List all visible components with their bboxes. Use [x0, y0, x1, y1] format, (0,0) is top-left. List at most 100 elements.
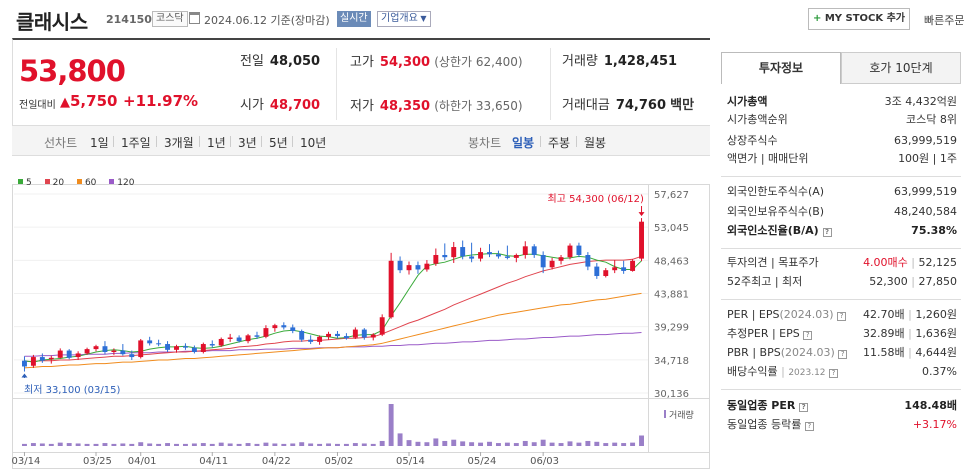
- candle-body: [120, 350, 126, 355]
- chart-canvas[interactable]: 57,627 53,045 48,463 43,881 39,299 34,718 30,1…: [11, 156, 710, 470]
- ma5-line: [24, 253, 642, 363]
- candle-body: [558, 257, 564, 261]
- price-box: 53,800 전일대비 ▲5,750 +11.97%: [12, 38, 220, 126]
- stat-low: 저가 48,350 (하한가 33,650): [350, 84, 523, 128]
- candle-body: [218, 338, 224, 346]
- candle-body: [254, 335, 260, 337]
- period-1w[interactable]: 1주일: [121, 136, 151, 150]
- row-opinion: 투자의견 | 목표주가 4.00매수 | 52,125: [727, 254, 957, 272]
- tab-investment-info[interactable]: 투자정보: [721, 52, 841, 84]
- volume-bar: [442, 440, 448, 446]
- tab-order-book[interactable]: 호가 10단계: [841, 52, 961, 84]
- row-per: PER | EPS(2024.03) ? 42.70배 | 1,260원: [727, 306, 957, 324]
- candle-body: [451, 247, 457, 258]
- pbr-date: (2024.03): [780, 346, 835, 359]
- quick-order-link[interactable]: 빠른주문: [924, 14, 965, 27]
- est-per-text: 추정PER | EPS: [727, 327, 800, 340]
- period-1d[interactable]: 1일: [90, 136, 109, 150]
- stat-open-label: 시가: [240, 98, 264, 113]
- panel-divider: [721, 299, 961, 300]
- candle-body: [281, 325, 287, 328]
- candle-body: [263, 328, 269, 337]
- plus-icon: +: [812, 13, 825, 24]
- period-5y[interactable]: 5년: [269, 136, 288, 150]
- candle-body: [22, 360, 27, 367]
- x-tick-label: 04/22: [262, 456, 291, 467]
- volume-bar: [361, 443, 367, 446]
- per-values: 42.70배 | 1,260원: [863, 306, 957, 324]
- ma20-line: [24, 255, 642, 362]
- foreign-limit-label: 외국인한도주식수(A): [727, 185, 825, 198]
- industry-per-label: 동일업종 PER ?: [727, 397, 809, 415]
- per-label: PER | EPS(2024.03) ?: [727, 306, 847, 324]
- volume-bar: [156, 443, 162, 446]
- stat-lower-limit-value: 하한가 33,650: [438, 99, 518, 113]
- volume-bar: [290, 443, 296, 446]
- stat-prev-value: 48,050: [269, 54, 321, 69]
- row-foreign-holding: 외국인보유주식수(B) 48,240,584: [727, 203, 957, 221]
- candle-body: [138, 340, 144, 358]
- period-3y[interactable]: 3년: [238, 136, 257, 150]
- legend-swatch: [18, 179, 23, 184]
- candle-body: [478, 252, 484, 259]
- info-icon[interactable]: ?: [799, 403, 809, 412]
- row-dividend: 배당수익률 | 2023.12 ? 0.37%: [727, 363, 957, 381]
- legend-ma5: 5: [18, 178, 32, 188]
- price-chart: 5 20 60 120 57,627 53,045 48,463 43,881 39,2…: [11, 156, 710, 470]
- stat-open: 시가 48,700: [240, 84, 320, 128]
- volume-bar: [138, 442, 144, 446]
- candle-body: [487, 252, 492, 255]
- industry-change-value: +3.17%: [912, 418, 957, 431]
- legend-swatch: [44, 179, 50, 184]
- pbr-text: PBR | BPS: [727, 346, 781, 359]
- volume-bar: [451, 439, 457, 446]
- volume-bar: [30, 443, 36, 446]
- candle-body: [594, 266, 600, 276]
- foreign-ratio-text: 외국인소진율(B/A): [727, 224, 819, 237]
- legend-ma60: 60: [76, 178, 96, 188]
- info-icon[interactable]: ?: [829, 369, 839, 378]
- period-1y[interactable]: 1년: [207, 136, 226, 150]
- company-info-dropdown[interactable]: 기업개요 ▼: [377, 11, 431, 27]
- my-stock-add-button[interactable]: + MY STOCK 추가: [808, 8, 910, 30]
- stat-amount: 거래대금 74,760 백만: [562, 84, 700, 128]
- candle-monthly[interactable]: 월봉: [584, 136, 607, 150]
- candle-body: [93, 346, 99, 350]
- realtime-button[interactable]: 실시간: [337, 11, 371, 27]
- candle-body: [75, 353, 81, 358]
- ma60-line: [24, 292, 642, 369]
- info-icon[interactable]: ?: [837, 312, 847, 321]
- investment-info-panel: 투자정보 호가 10단계 시가총액 3조 4,432억원 시가총액순위 코스닥 8위…: [721, 52, 961, 470]
- x-tick-label: 05/14: [396, 456, 425, 467]
- info-icon[interactable]: ?: [804, 422, 814, 431]
- candle-body: [388, 260, 394, 318]
- toolbar-sep: [156, 136, 157, 147]
- info-icon[interactable]: ?: [822, 228, 832, 237]
- info-icon[interactable]: ?: [803, 331, 813, 340]
- stat-high-label: 고가: [350, 55, 374, 70]
- period-10y[interactable]: 10년: [300, 136, 327, 150]
- x-tick-label: 04/11: [199, 456, 228, 467]
- pbr-value: 11.58배: [863, 346, 905, 359]
- candle-body: [522, 246, 528, 256]
- info-icon[interactable]: ?: [838, 350, 848, 359]
- y-tick-label: 30,136: [654, 389, 689, 400]
- candle-body: [576, 245, 582, 256]
- value-sep: |: [777, 365, 789, 378]
- industry-change-text: 동일업종 등락률: [727, 418, 802, 431]
- volume-bar: [415, 441, 421, 446]
- volume-bar: [504, 442, 510, 446]
- volume-bar: [558, 443, 564, 446]
- volume-bar: [630, 442, 636, 446]
- volume-bar: [522, 440, 528, 446]
- candle-weekly[interactable]: 주봉: [548, 136, 571, 150]
- x-tick-label: 05/02: [324, 456, 353, 467]
- stat-amount-label: 거래대금: [562, 98, 610, 113]
- volume-bar: [576, 442, 582, 446]
- candle-body: [415, 265, 421, 270]
- period-3m[interactable]: 3개월: [164, 136, 194, 150]
- candle-daily[interactable]: 일봉: [512, 136, 535, 150]
- value-sep: |: [907, 256, 919, 269]
- toolbar-sep: [261, 136, 262, 147]
- ma120-line: [24, 332, 642, 357]
